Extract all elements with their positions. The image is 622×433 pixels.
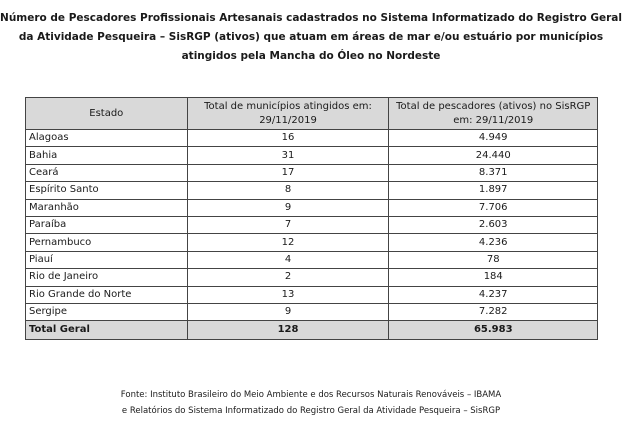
table-row: Rio Grande do Norte 13 4.237 <box>25 285 598 304</box>
table-cell: 8 <box>186 181 390 200</box>
table-row: Bahia 31 24.440 <box>25 146 598 165</box>
table-cell: Pernambuco <box>25 233 188 252</box>
table-cell: Rio Grande do Norte <box>25 285 188 304</box>
total-cell: Total Geral <box>25 320 188 341</box>
table-cell: Paraíba <box>25 215 188 235</box>
table-row: Piauí 4 78 <box>25 250 598 270</box>
header-row: Estado Total de municípios atingidos em: … <box>25 97 598 130</box>
title-line: atingidos pela Mancha do Óleo no Nordest… <box>181 50 441 62</box>
table-cell: 24.440 <box>388 146 598 165</box>
title-line: da Atividade Pesqueira – SisRGP (ativos)… <box>18 31 604 43</box>
table-row: Maranhão 9 7.706 <box>25 198 598 217</box>
table-cell: Bahia <box>25 146 188 165</box>
table-body: Alagoas 16 4.949 Bahia 31 24.440 Ceará 17 8.371 E… <box>25 128 598 341</box>
table-cell: 184 <box>388 268 598 287</box>
table-cell: 2 <box>186 268 390 287</box>
table-cell: Sergipe <box>25 302 188 322</box>
table-row: Rio de Janeiro 2 184 <box>25 268 598 287</box>
table-cell: 8.371 <box>388 163 598 183</box>
source-line: Fonte: Instituto Brasileiro do Meio Ambi… <box>120 390 502 400</box>
table-cell: Maranhão <box>25 198 188 217</box>
table-cell: 7 <box>186 215 390 235</box>
table-cell: 17 <box>186 163 390 183</box>
table-cell: 7.282 <box>388 302 598 322</box>
total-cell: 65.983 <box>388 320 598 341</box>
table-cell: 1.897 <box>388 181 598 200</box>
total-row: Total Geral 128 65.983 <box>25 320 598 341</box>
table-cell: Alagoas <box>25 128 188 148</box>
table-row: Alagoas 16 4.949 <box>25 128 598 148</box>
table-row: Espírito Santo 8 1.897 <box>25 181 598 200</box>
title: Número de Pescadores Profissionais Artes… <box>0 9 622 66</box>
source-line: e Relatórios do Sistema Informatizado do… <box>121 406 501 416</box>
column-header: Estado <box>25 97 188 130</box>
table-cell: 4.949 <box>388 128 598 148</box>
table-row: Pernambuco 12 4.236 <box>25 233 598 252</box>
column-header: Total de pescadores (ativos) no SisRGP e… <box>388 97 598 130</box>
table-cell: Piauí <box>25 250 188 270</box>
total-cell: 128 <box>186 320 390 341</box>
table-cell: 78 <box>388 250 598 270</box>
table-cell: 4.236 <box>388 233 598 252</box>
title-line: Número de Pescadores Profissionais Artes… <box>0 12 622 24</box>
table-cell: 13 <box>186 285 390 304</box>
table-cell: 9 <box>186 198 390 217</box>
table-cell: Rio de Janeiro <box>25 268 188 287</box>
table-row: Ceará 17 8.371 <box>25 163 598 183</box>
source: Fonte: Instituto Brasileiro do Meio Ambi… <box>0 387 622 419</box>
table-cell: 4.237 <box>388 285 598 304</box>
table-row: Paraíba 7 2.603 <box>25 215 598 235</box>
table: Estado Total de municípios atingidos em: … <box>25 97 598 341</box>
table-cell: 2.603 <box>388 215 598 235</box>
column-header: Total de municípios atingidos em: 29/11/… <box>186 97 390 130</box>
table-cell: Espírito Santo <box>25 181 188 200</box>
table-cell: 12 <box>186 233 390 252</box>
table-cell: Ceará <box>25 163 188 183</box>
table-cell: 16 <box>186 128 390 148</box>
table-cell: 7.706 <box>388 198 598 217</box>
table-row: Sergipe 9 7.282 <box>25 302 598 322</box>
table-cell: 31 <box>186 146 390 165</box>
table-cell: 4 <box>186 250 390 270</box>
table-cell: 9 <box>186 302 390 322</box>
